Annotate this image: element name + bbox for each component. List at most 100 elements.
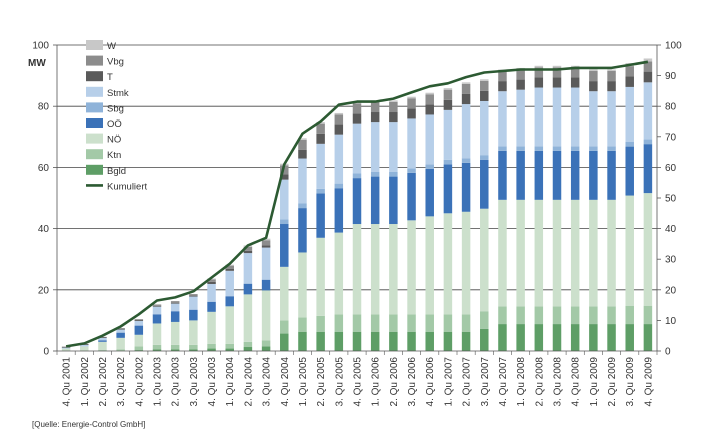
bar-segment [407, 314, 416, 332]
bar-segment [207, 281, 216, 284]
bar-segment [134, 319, 144, 321]
y-axis-unit: MW [28, 58, 46, 69]
x-tick-label: 3. Qu 2005 [334, 357, 345, 407]
bar-segment [498, 199, 507, 307]
bar-segment [370, 122, 380, 172]
x-tick-label: 1. Qu 2006 [371, 357, 382, 407]
bar-segment [298, 149, 307, 159]
bar-segment [534, 67, 544, 78]
bar-segment [298, 203, 307, 209]
bar-segment [116, 328, 125, 329]
bar-segment [389, 331, 398, 351]
x-tick-label: 1. Qu 2004 [225, 357, 236, 407]
bar-segment [407, 172, 416, 221]
bar-segment [516, 146, 525, 151]
bar-segment [570, 150, 580, 200]
bar-segment [589, 81, 598, 92]
y2-tick-label: 60 [665, 163, 677, 174]
bar-segment [407, 108, 416, 119]
bar-segment [516, 306, 525, 325]
bar-segment [425, 168, 434, 217]
legend-label: Sbg [107, 103, 124, 114]
bar-segment [480, 155, 489, 160]
bar-segment [225, 343, 234, 349]
bar-segment [643, 61, 653, 72]
bar-segment [461, 211, 471, 315]
bar-segment [643, 193, 653, 306]
bar-segment [461, 93, 471, 105]
bar-segment [625, 305, 634, 325]
bar-segment [443, 109, 453, 160]
bar-segment [352, 314, 362, 332]
bar-segment [425, 164, 434, 169]
bar-segment [316, 237, 325, 316]
bar-segment [389, 176, 398, 225]
y2-tick-label: 0 [665, 347, 671, 358]
legend-swatch [86, 102, 103, 113]
bar-segment [389, 224, 398, 315]
bar-segment [552, 324, 562, 351]
bar-segment [407, 331, 416, 351]
bar-segment [480, 328, 489, 351]
bar-segment [370, 331, 380, 351]
bar-segment [80, 346, 89, 351]
x-tick-label: 2. Qu 2003 [171, 357, 182, 407]
bar-segment [643, 324, 653, 351]
bar-segment [152, 344, 162, 350]
bar-segment [225, 306, 234, 344]
bar-segment [334, 232, 344, 315]
bar-segment [607, 71, 616, 82]
bar-segment [352, 331, 362, 351]
bar-segment [280, 174, 289, 180]
bar-segment [116, 337, 125, 350]
bar-segment [298, 252, 307, 318]
bar-segment [480, 90, 489, 101]
bar-segment [280, 320, 289, 334]
bar-segment [225, 265, 234, 269]
bar-segment [225, 268, 234, 271]
bar-segment [280, 333, 289, 351]
bar-segment [461, 104, 471, 159]
bar-segment [461, 331, 471, 351]
bar-segment [334, 331, 344, 351]
bar-segment [334, 188, 344, 233]
bar-segment [170, 349, 180, 351]
bar-segment [480, 208, 489, 312]
bar-segment [534, 65, 544, 68]
bar-segment [316, 315, 325, 332]
bar-segment [534, 199, 544, 307]
bar-segment [516, 324, 525, 351]
stacked-bars [61, 58, 653, 351]
bar-segment [607, 69, 616, 72]
bar-segment [589, 324, 598, 351]
bar-segment [370, 176, 380, 225]
x-tick-label: 3. Qu 2008 [553, 357, 564, 407]
x-tick-label: 3. Qu 2002 [116, 357, 127, 407]
bar-segment [389, 122, 398, 172]
legend-label: Kumuliert [107, 181, 147, 192]
bar-segment [389, 314, 398, 332]
bar-segment [98, 340, 107, 342]
bar-segment [61, 348, 71, 351]
bar-segment [152, 304, 162, 306]
bar-segment [298, 317, 307, 332]
legend-swatch [86, 86, 103, 97]
bar-segment [152, 314, 162, 324]
bar-segment [625, 195, 634, 306]
legend-swatch [86, 149, 103, 160]
bar-segment [552, 199, 562, 307]
bar-segment [552, 65, 562, 68]
bar-segment [643, 139, 653, 145]
x-tick-label: 2. Qu 2007 [462, 357, 473, 407]
bar-segment [170, 311, 180, 322]
legend-swatch [86, 40, 103, 50]
x-tick-label: 4. Qu 2006 [425, 357, 436, 407]
bar-segment [607, 81, 616, 92]
bar-segment [189, 296, 198, 310]
bar-segment [316, 188, 325, 194]
bar-segment [552, 150, 562, 200]
bar-segment [570, 65, 580, 68]
bar-segment [570, 87, 580, 147]
bar-segment [534, 146, 544, 151]
